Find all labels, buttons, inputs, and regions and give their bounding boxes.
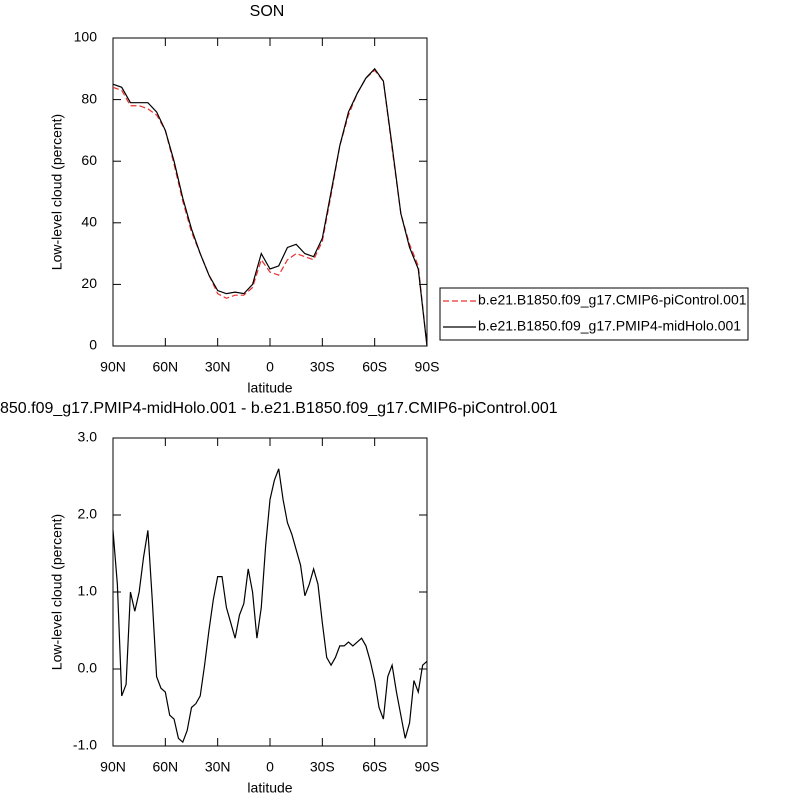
x-tick-label: 30N	[205, 759, 231, 775]
y-tick-label: -1.0	[73, 737, 97, 753]
y-tick-label: 20	[81, 275, 97, 291]
chart-title: SON	[250, 3, 285, 20]
legend-box	[439, 287, 749, 341]
x-tick-label: 30S	[310, 759, 335, 775]
x-tick-label: 30S	[310, 359, 335, 375]
chart-title: 850.f09_g17.PMIP4-midHolo.001 - b.e21.B1…	[0, 400, 558, 417]
x-axis-label: latitude	[247, 380, 292, 396]
y-tick-label: 1.0	[78, 583, 98, 599]
y-tick-label: 0.0	[78, 660, 98, 676]
x-tick-label: 90S	[415, 359, 440, 375]
x-axis-label: latitude	[247, 780, 292, 796]
x-tick-label: 90N	[100, 759, 126, 775]
y-tick-label: 100	[74, 29, 98, 45]
x-tick-label: 0	[266, 759, 274, 775]
x-tick-label: 90S	[415, 759, 440, 775]
plot-frame	[112, 37, 428, 347]
x-tick-label: 90N	[100, 359, 126, 375]
y-tick-label: 2.0	[78, 506, 98, 522]
y-tick-label: 80	[81, 90, 97, 106]
data-line	[112, 67, 428, 347]
x-tick-label: 60N	[152, 759, 178, 775]
y-tick-label: 0	[89, 337, 97, 353]
x-tick-label: 60N	[152, 359, 178, 375]
y-tick-label: 3.0	[78, 429, 98, 445]
x-tick-label: 60S	[362, 359, 387, 375]
y-axis-label: Low-level cloud (percent)	[49, 514, 65, 670]
y-axis-label: Low-level cloud (percent)	[49, 114, 65, 270]
x-tick-label: 30N	[205, 359, 231, 375]
y-tick-label: 40	[81, 214, 97, 230]
x-tick-label: 60S	[362, 759, 387, 775]
plot-frame	[112, 437, 428, 747]
legend-label: b.e21.B1850.f09_g17.PMIP4-midHolo.001	[478, 318, 741, 334]
x-tick-label: 0	[266, 359, 274, 375]
data-line	[112, 468, 428, 744]
data-line	[112, 69, 428, 347]
legend-label: b.e21.B1850.f09_g17.CMIP6-piControl.001	[478, 292, 747, 308]
y-tick-label: 60	[81, 152, 97, 168]
